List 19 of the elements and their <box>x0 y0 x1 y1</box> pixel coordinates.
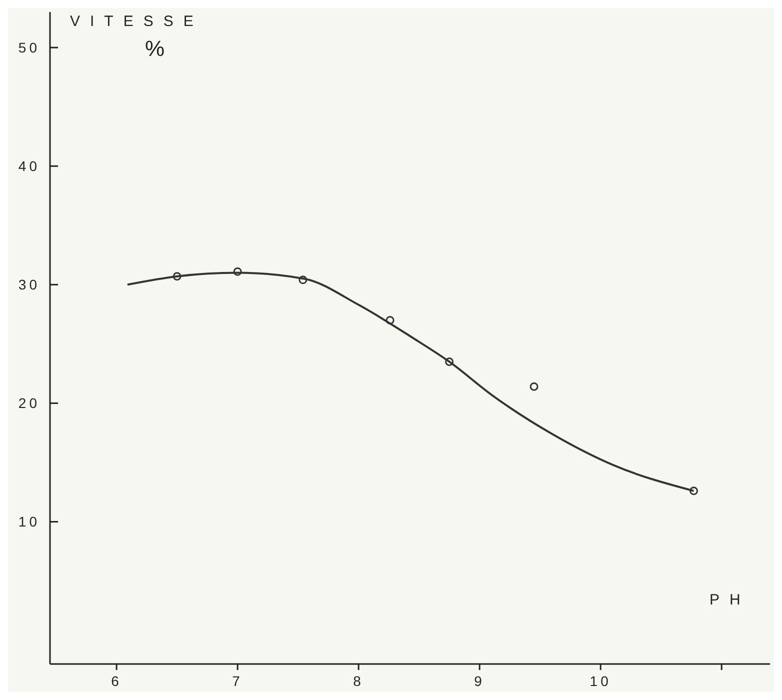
x-tick-label: 10 <box>590 673 612 689</box>
point <box>690 486 698 496</box>
y-tick-label: 20 <box>18 395 40 412</box>
x-tick-label: 6 <box>111 673 122 689</box>
x-tick-label: 8 <box>353 673 364 689</box>
point <box>298 276 308 284</box>
point <box>530 382 538 391</box>
point <box>445 357 454 366</box>
y-tick-label: 40 <box>18 158 40 174</box>
y-axis-title: VITESSE % <box>70 13 204 61</box>
x-tick-label: 9 <box>474 673 485 689</box>
y-tick-label: 50 <box>18 39 40 56</box>
y-tick-label: 10 <box>18 514 40 530</box>
point <box>386 316 394 324</box>
x-axis-title: PH <box>709 592 750 609</box>
y-tick-label: 30 <box>18 276 40 293</box>
x-tick-label: 7 <box>232 673 243 689</box>
point <box>172 272 182 281</box>
point <box>233 267 242 276</box>
